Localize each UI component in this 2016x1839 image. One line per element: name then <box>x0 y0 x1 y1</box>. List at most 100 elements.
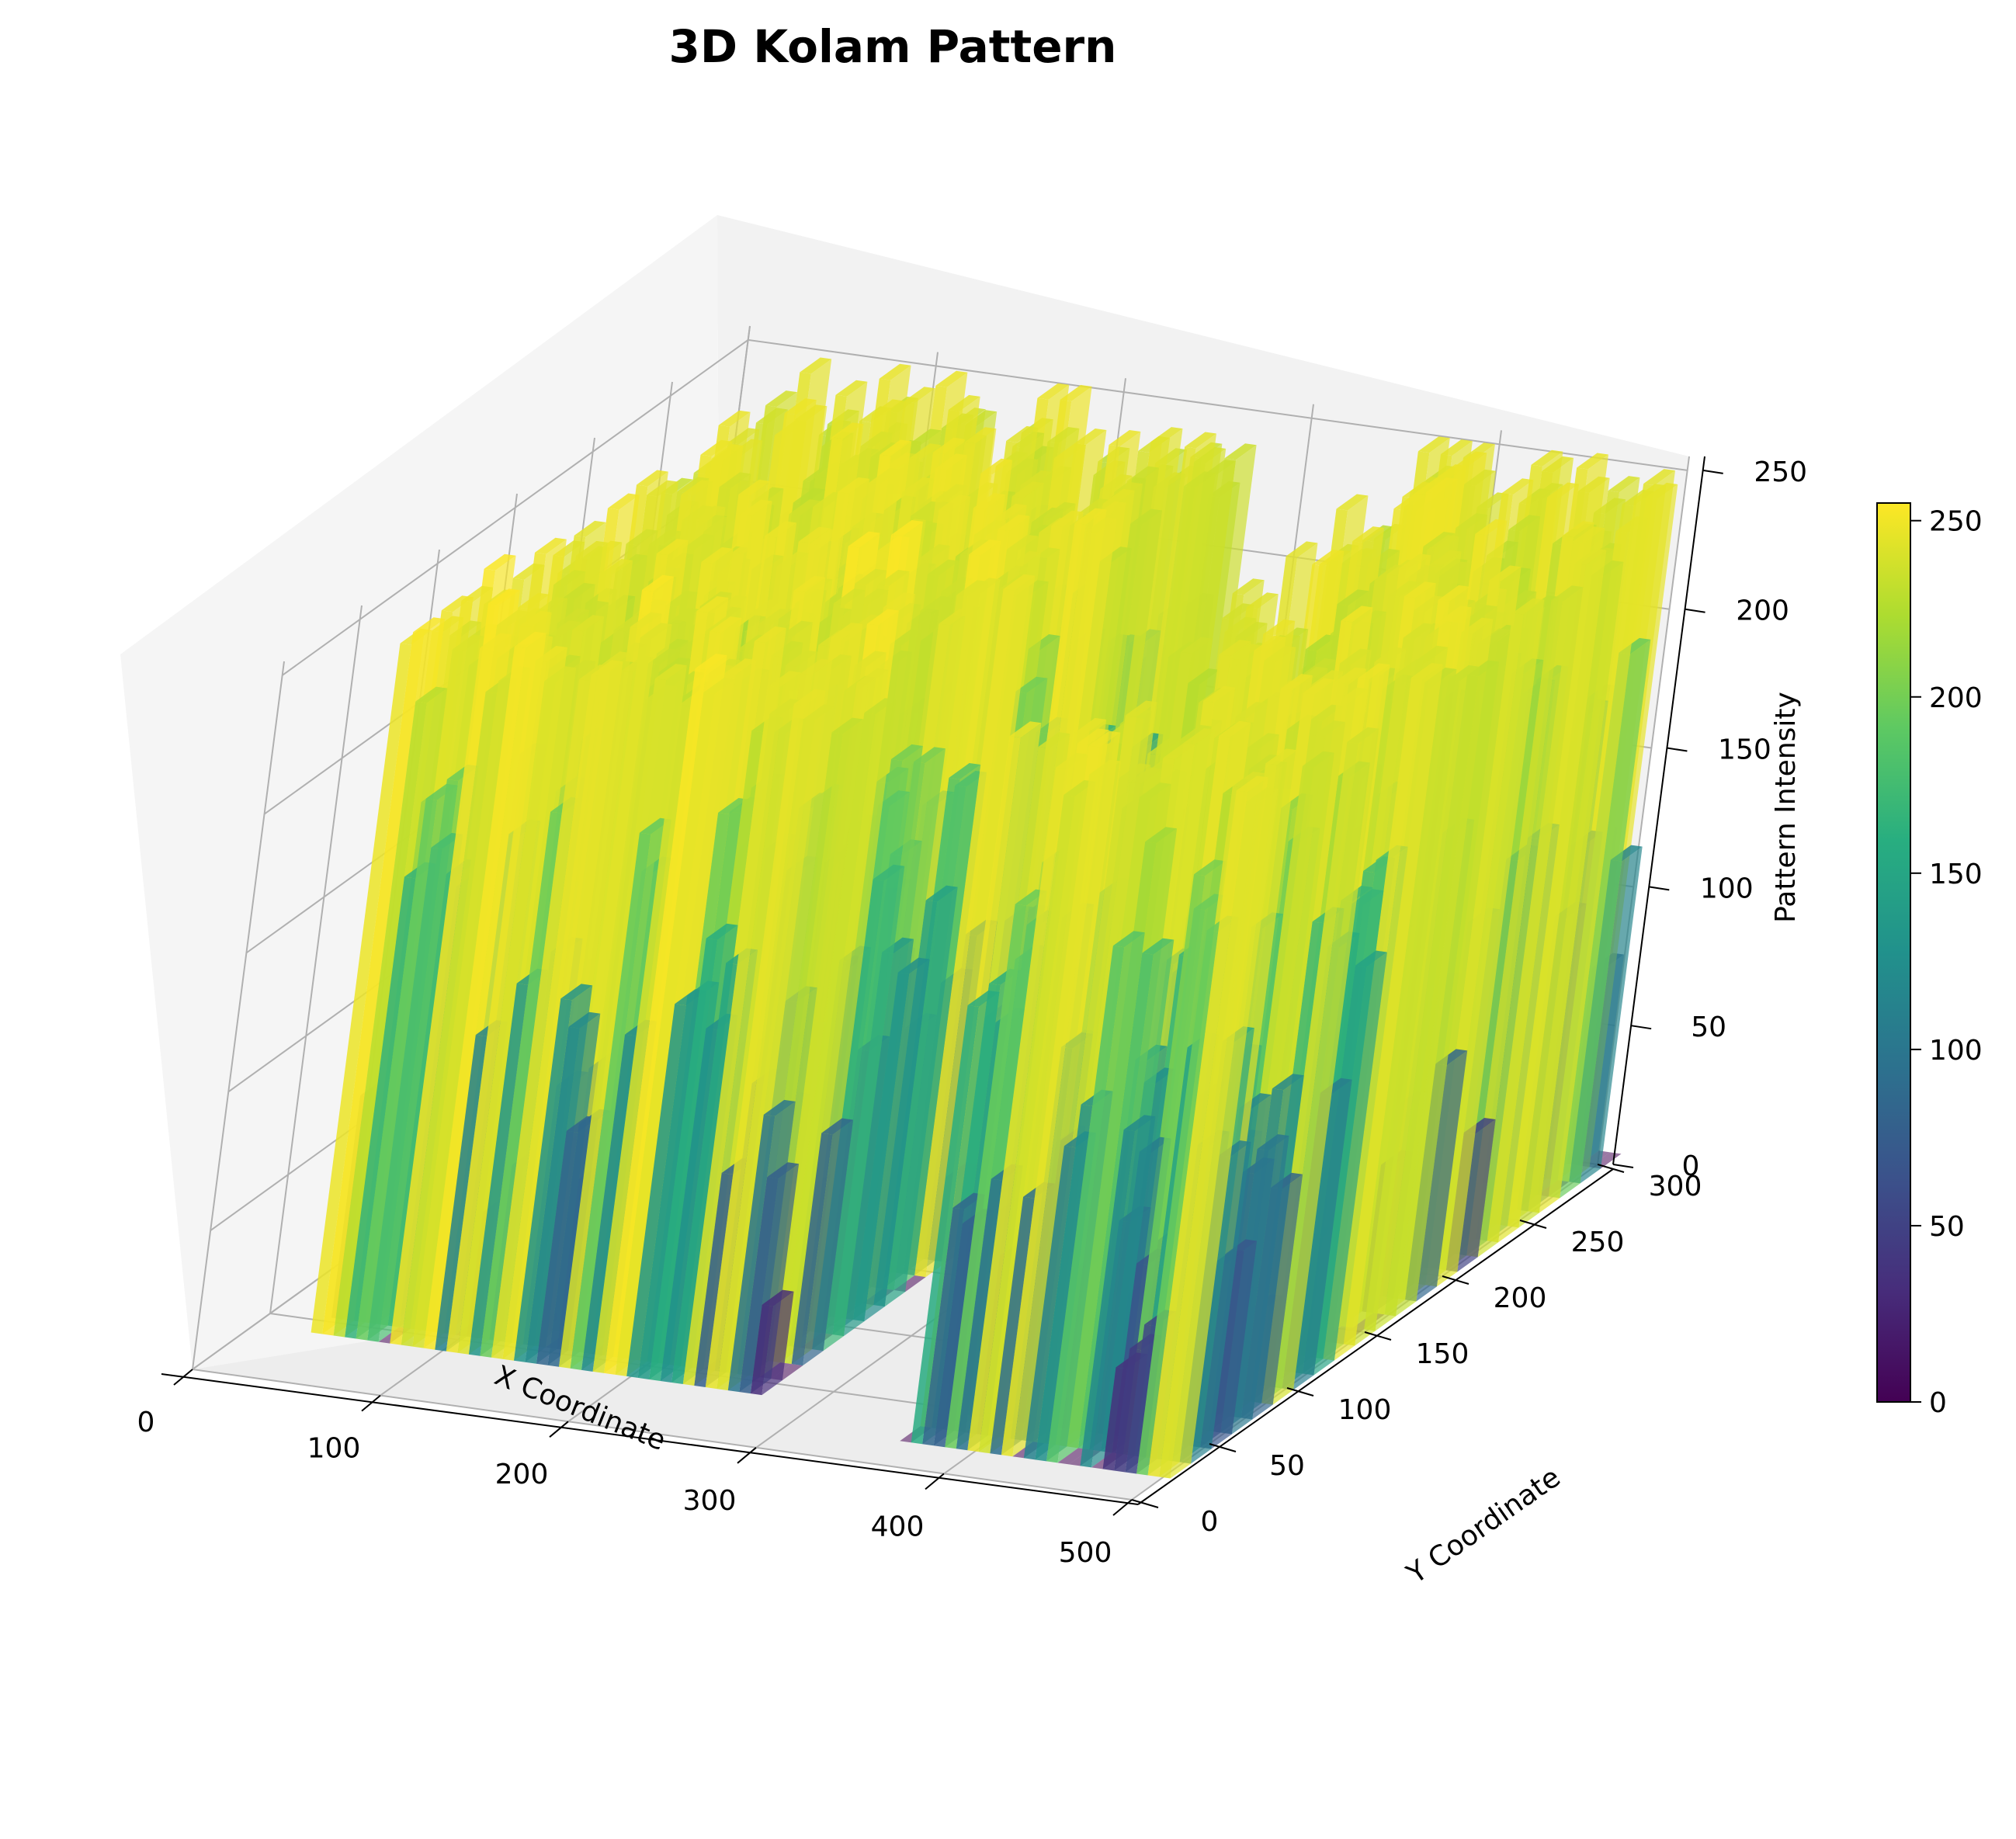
bar-top <box>630 612 662 629</box>
bar-top <box>601 559 633 575</box>
z-tick-label: 200 <box>1736 595 1789 627</box>
bar-side <box>762 1291 794 1396</box>
bar-top <box>1542 456 1574 473</box>
bar-top <box>994 503 1027 520</box>
bar-top <box>1531 483 1563 499</box>
bar-top <box>1393 494 1426 511</box>
bar-front <box>1001 774 1101 1457</box>
bar-top <box>1501 478 1534 495</box>
bar-top <box>935 484 968 501</box>
bar-top <box>1403 623 1435 640</box>
bar-top <box>941 577 973 594</box>
bar-top <box>1015 676 1048 693</box>
bar-front <box>1125 1324 1156 1474</box>
bar-top <box>1313 720 1346 737</box>
bar-top <box>1236 776 1268 793</box>
y-tick-label: 100 <box>1338 1394 1392 1426</box>
bar-top <box>1142 938 1175 955</box>
bar-top <box>1064 779 1096 796</box>
bar-top <box>621 655 654 672</box>
bar-top <box>1439 561 1472 578</box>
x-tick <box>737 1447 757 1464</box>
bar-top <box>1109 430 1141 446</box>
bar-side <box>1191 1142 1251 1464</box>
bar-front <box>547 1123 591 1367</box>
bar-top <box>1634 484 1667 501</box>
bar-top <box>1145 827 1178 844</box>
bar-top <box>1340 648 1372 665</box>
bar-top <box>767 1162 800 1179</box>
bar-top <box>1336 687 1369 704</box>
y-tick <box>1131 1499 1159 1508</box>
z-tick <box>1702 469 1723 474</box>
bar-top <box>793 689 826 706</box>
colorbar-tick-label: 200 <box>1929 682 1983 714</box>
bar-top <box>1411 663 1443 680</box>
bar-front <box>791 1133 833 1366</box>
bar-side <box>1334 664 1443 1361</box>
bar-top <box>877 570 910 587</box>
bar-front <box>660 1028 717 1383</box>
y-tick-label: 250 <box>1571 1227 1625 1258</box>
bar-front <box>615 692 715 1376</box>
bar-side <box>823 866 905 1351</box>
bar-top <box>548 620 581 637</box>
colorbar-tick-label: 150 <box>1929 859 1983 890</box>
bar-front <box>956 1178 1003 1451</box>
bar-top <box>1051 510 1084 527</box>
bar-top <box>860 431 893 448</box>
bar-top <box>519 611 552 627</box>
bar-top <box>1265 748 1298 765</box>
bar-side <box>1091 1116 1156 1468</box>
bar-top <box>1574 548 1607 565</box>
bar-top <box>890 629 922 646</box>
bar-top <box>1007 534 1039 551</box>
bar-top <box>1417 436 1450 453</box>
bar-front <box>390 647 491 1345</box>
bar-front <box>502 675 602 1361</box>
bar-top <box>1303 678 1335 695</box>
bar-top <box>1006 425 1039 442</box>
y-tick-label: 0 <box>1201 1506 1219 1538</box>
bar-top <box>998 514 1030 531</box>
bar-top <box>648 648 681 665</box>
bar-front <box>333 701 427 1338</box>
bar-top <box>754 626 786 643</box>
x-tick <box>925 1473 945 1490</box>
bar-top <box>1425 477 1458 494</box>
bar <box>1080 1115 1156 1468</box>
bar-front <box>1035 1104 1093 1462</box>
bar-top <box>786 650 818 667</box>
bar-front <box>1147 790 1248 1477</box>
bar-top <box>656 539 689 556</box>
bar-top <box>574 520 606 537</box>
bar-top <box>536 646 567 662</box>
bar-top <box>1311 704 1344 721</box>
bar-side <box>1355 677 1460 1346</box>
bar-top <box>1224 616 1257 633</box>
bar-top <box>1232 772 1265 788</box>
bar-top <box>703 516 736 533</box>
bar-top <box>1011 481 1044 498</box>
bar-top <box>800 357 832 374</box>
bar-top <box>1180 637 1213 654</box>
bar-front <box>311 643 411 1334</box>
bar-side <box>1457 1119 1496 1272</box>
bar-top <box>1100 474 1133 491</box>
bar-top <box>920 595 952 612</box>
bar-side <box>844 939 914 1337</box>
bar-front <box>750 1304 774 1396</box>
bar-front <box>401 692 498 1347</box>
bar-front <box>626 1004 686 1378</box>
bar-top <box>948 394 980 411</box>
bar-side <box>1293 1079 1352 1390</box>
bar-top <box>1466 605 1498 622</box>
bar-front <box>1136 930 1219 1476</box>
bar-top <box>701 546 734 564</box>
z-tick <box>1612 1164 1634 1168</box>
y-tick <box>1597 1164 1625 1173</box>
bar-front <box>694 1173 734 1387</box>
bar-top <box>425 783 458 800</box>
bar-side <box>864 959 930 1322</box>
x-tick <box>173 1369 193 1386</box>
